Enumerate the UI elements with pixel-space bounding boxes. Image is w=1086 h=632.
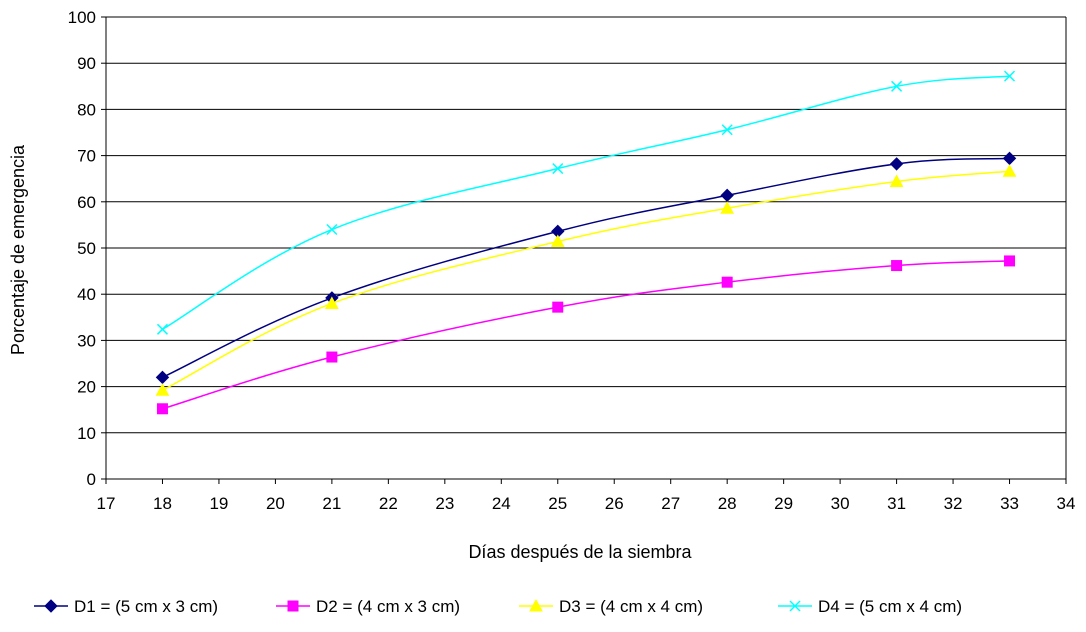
x-tick-label: 25 [548, 494, 567, 513]
series-layer [155, 70, 1017, 415]
x-marker-stroke [891, 80, 903, 92]
triangle-marker [550, 234, 565, 248]
legend-item-1: D1 = (5 cm x 3 cm) [34, 597, 218, 616]
square-marker [1004, 255, 1016, 267]
series-4 [156, 70, 1016, 335]
y-tick-label: 50 [77, 239, 96, 258]
x-marker [721, 124, 733, 136]
tick-labels: 0 10 20 30 40 50 60 70 80 90 100 17 18 19 20 21 22 23 24 25… [68, 8, 1076, 513]
series-3 [155, 164, 1017, 396]
series-1 [155, 151, 1017, 385]
x-tick-label: 30 [831, 494, 850, 513]
x-marker-stroke [552, 163, 564, 175]
x-marker-stroke [721, 124, 733, 136]
y-tick-label: 0 [87, 470, 96, 489]
legend-item-2: D2 = (4 cm x 3 cm) [276, 597, 460, 616]
x-tick-label: 18 [153, 494, 172, 513]
x-tick-label: 23 [435, 494, 454, 513]
square-marker [552, 301, 564, 313]
y-tick-label: 60 [77, 193, 96, 212]
diamond-marker [44, 599, 58, 613]
x-marker [156, 323, 169, 335]
x-tick-label: 27 [661, 494, 680, 513]
x-tick-label: 21 [322, 494, 341, 513]
x-marker [326, 223, 338, 236]
x-tick-label: 32 [944, 494, 963, 513]
x-marker-stroke [789, 600, 801, 612]
triangle-marker [529, 598, 543, 612]
y-tick-label: 100 [68, 8, 96, 27]
square-marker [287, 600, 299, 612]
x-tick-label: 24 [492, 494, 511, 513]
y-tick-label: 20 [77, 378, 96, 397]
x-marker-stroke [156, 323, 169, 335]
x-tick-label: 29 [774, 494, 793, 513]
series-line [162, 157, 1010, 379]
legend-label: D1 = (5 cm x 3 cm) [74, 597, 218, 616]
x-tick-label: 28 [718, 494, 737, 513]
x-axis-title: Días después de la siembra [468, 542, 692, 562]
x-marker [552, 163, 564, 175]
axes [101, 16, 1067, 484]
x-tick-label: 20 [266, 494, 285, 513]
legend-item-3: D3 = (4 cm x 4 cm) [519, 597, 703, 616]
x-tick-label: 31 [887, 494, 906, 513]
triangle-marker [325, 296, 339, 309]
x-tick-label: 26 [605, 494, 624, 513]
diamond-marker [720, 188, 734, 203]
square-marker [891, 260, 903, 272]
triangle-marker [720, 201, 735, 214]
x-marker-stroke [326, 223, 338, 236]
legend-label: D4 = (5 cm x 4 cm) [818, 597, 962, 616]
square-marker [156, 403, 168, 415]
y-tick-label: 30 [77, 331, 96, 350]
x-tick-label: 19 [209, 494, 228, 513]
y-tick-label: 70 [77, 147, 96, 166]
diamond-marker [889, 157, 904, 171]
series-line [162, 75, 1010, 330]
y-tick-label: 10 [77, 424, 96, 443]
square-marker [326, 351, 338, 363]
x-tick-label: 22 [379, 494, 398, 513]
x-marker [789, 600, 801, 612]
diamond-marker [155, 370, 170, 385]
y-axis-title: Porcentaje de emergencia [8, 144, 28, 355]
y-tick-label: 40 [77, 285, 96, 304]
legend-item-4: D4 = (5 cm x 4 cm) [778, 597, 962, 616]
x-tick-label: 33 [1000, 494, 1019, 513]
x-tick-label: 17 [97, 494, 116, 513]
legend-label: D2 = (4 cm x 3 cm) [316, 597, 460, 616]
series-2 [156, 255, 1016, 415]
x-marker [1003, 70, 1016, 82]
legend-label: D3 = (4 cm x 4 cm) [559, 597, 703, 616]
series-line [162, 170, 1010, 391]
diamond-marker [1002, 151, 1017, 166]
square-marker [721, 276, 733, 288]
x-marker [891, 80, 903, 92]
triangle-marker [1002, 164, 1017, 177]
legend: D1 = (5 cm x 3 cm) D2 = (4 cm x 3 cm) D3 =… [34, 597, 962, 616]
triangle-marker [889, 174, 904, 187]
x-marker-stroke [1003, 70, 1016, 82]
gridlines [106, 16, 1066, 434]
y-tick-label: 90 [77, 54, 96, 73]
y-tick-label: 80 [77, 100, 96, 119]
x-tick-label: 34 [1057, 494, 1076, 513]
triangle-marker [155, 383, 170, 396]
